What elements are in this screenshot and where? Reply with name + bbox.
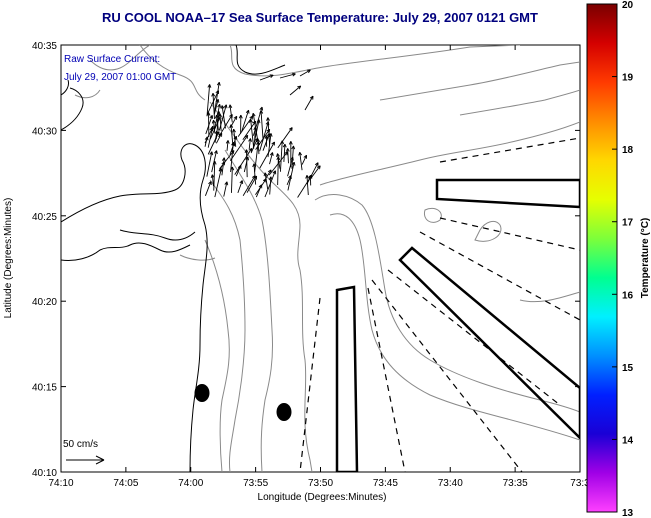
current-vector-icon <box>223 181 229 197</box>
colorbar <box>586 3 618 513</box>
current-vector-icon <box>285 148 290 164</box>
current-vector-icon <box>221 157 226 176</box>
y-tick-label: 40:30 <box>32 126 57 137</box>
colorbar-title: Temperature (°C) <box>640 218 651 299</box>
current-vector-icon <box>305 175 310 196</box>
radar-dashed-lines <box>299 137 580 472</box>
x-tick-label: 74:00 <box>178 478 203 489</box>
y-axis: 40:35 40:30 40:25 40:20 40:15 40:10 <box>32 41 580 479</box>
current-vector-icon <box>259 141 275 169</box>
current-vector-icon <box>268 176 273 195</box>
current-vector-icon <box>237 180 244 194</box>
current-vector-icon <box>220 105 226 129</box>
x-tick-label: 74:05 <box>113 478 138 489</box>
colorbar-tick-label: 20 <box>622 0 634 11</box>
x-tick-label: 73:35 <box>503 478 528 489</box>
x-tick-label: 73:3 <box>570 478 590 489</box>
x-axis-title: Longitude (Degrees:Minutes) <box>258 492 387 503</box>
current-legend-line2: July 29, 2007 01:00 GMT <box>64 72 176 83</box>
current-vector-icon <box>207 131 220 155</box>
colorbar-tick-label: 14 <box>622 435 634 446</box>
colorbar-tick-label: 19 <box>622 73 634 84</box>
current-vector-icon <box>301 154 308 165</box>
current-legend-line1: Raw Surface Current: <box>64 54 160 65</box>
x-tick-label: 73:50 <box>308 478 333 489</box>
buoy-marker <box>194 384 210 402</box>
current-vector-icon <box>288 141 293 168</box>
bathymetry-contours <box>74 45 580 472</box>
current-vector-icon <box>255 184 263 198</box>
current-vector-icon <box>259 74 274 81</box>
colorbar-tick-label: 18 <box>622 145 634 156</box>
y-tick-label: 40:35 <box>32 41 57 52</box>
current-vector-icon <box>211 150 218 173</box>
x-tick-label: 74:10 <box>48 478 73 489</box>
current-vector-icon <box>230 166 235 193</box>
current-vector-icon <box>244 149 249 178</box>
x-tick-label: 73:55 <box>243 478 268 489</box>
coastline <box>61 45 286 472</box>
current-vector-icon <box>238 114 243 134</box>
x-axis: 74:10 74:05 74:00 73:55 73:50 73:45 73:40 73:35… <box>48 45 590 489</box>
current-vector-icon <box>286 175 292 186</box>
current-vector-icon <box>214 81 221 113</box>
current-vector-icon <box>277 127 293 149</box>
current-vector-icon <box>279 72 296 79</box>
current-vector-icon <box>206 84 212 117</box>
current-vector-icon <box>210 174 215 187</box>
current-vector-icon <box>237 115 254 137</box>
current-vector-icon <box>211 119 216 134</box>
y-tick-label: 40:20 <box>32 297 57 308</box>
current-vector-icon <box>229 124 234 146</box>
current-vector-icon <box>298 151 303 171</box>
current-vector-icon <box>268 151 288 176</box>
scale-arrow-icon <box>66 455 105 465</box>
x-tick-label: 73:40 <box>438 478 463 489</box>
current-vector-icon <box>218 104 228 131</box>
colorbar-tick-label: 15 <box>622 363 634 374</box>
current-vector-icon <box>225 140 230 151</box>
current-vector-icon <box>289 85 302 96</box>
y-tick-label: 40:15 <box>32 383 57 394</box>
y-tick-label: 40:25 <box>32 212 57 223</box>
colorbar-tick-label: 13 <box>622 508 634 518</box>
current-vector-icon <box>310 165 321 179</box>
current-vector-icon <box>204 181 212 197</box>
scale-label: 50 cm/s <box>63 439 98 450</box>
radar-sectors <box>335 178 580 472</box>
current-vector-icon <box>263 172 269 190</box>
current-vector-icon <box>276 153 281 169</box>
current-vector-icon <box>206 151 214 177</box>
y-tick-label: 40:10 <box>32 468 57 479</box>
current-vector-icon <box>248 138 253 150</box>
current-vector-icon <box>269 152 274 165</box>
current-vector-icon <box>267 133 273 158</box>
current-vectors <box>204 69 321 198</box>
current-vector-icon <box>229 134 249 162</box>
colorbar-tick-label: 16 <box>622 290 634 301</box>
current-vector-icon <box>259 110 264 141</box>
colorbar-tick-label: 17 <box>622 218 634 229</box>
current-vector-icon <box>207 125 215 148</box>
current-vector-icon <box>241 109 250 132</box>
buoy-marker <box>276 403 292 421</box>
colorbar-ticks: 20 19 18 17 16 15 14 13 <box>612 0 634 518</box>
current-vector-icon <box>234 148 253 175</box>
plot-frame <box>60 44 581 473</box>
x-tick-label: 73:45 <box>373 478 398 489</box>
current-vector-icon <box>211 92 216 120</box>
current-vector-icon <box>304 95 314 111</box>
current-vector-icon <box>259 121 270 152</box>
map-title: RU COOL NOAA–17 Sea Surface Temperature:… <box>102 10 538 25</box>
current-vector-icon <box>299 69 311 77</box>
current-vector-icon <box>252 163 257 185</box>
current-vector-icon <box>228 104 233 123</box>
y-axis-title: Latitude (Degrees:Minutes) <box>3 198 14 319</box>
current-vector-icon <box>255 128 271 150</box>
